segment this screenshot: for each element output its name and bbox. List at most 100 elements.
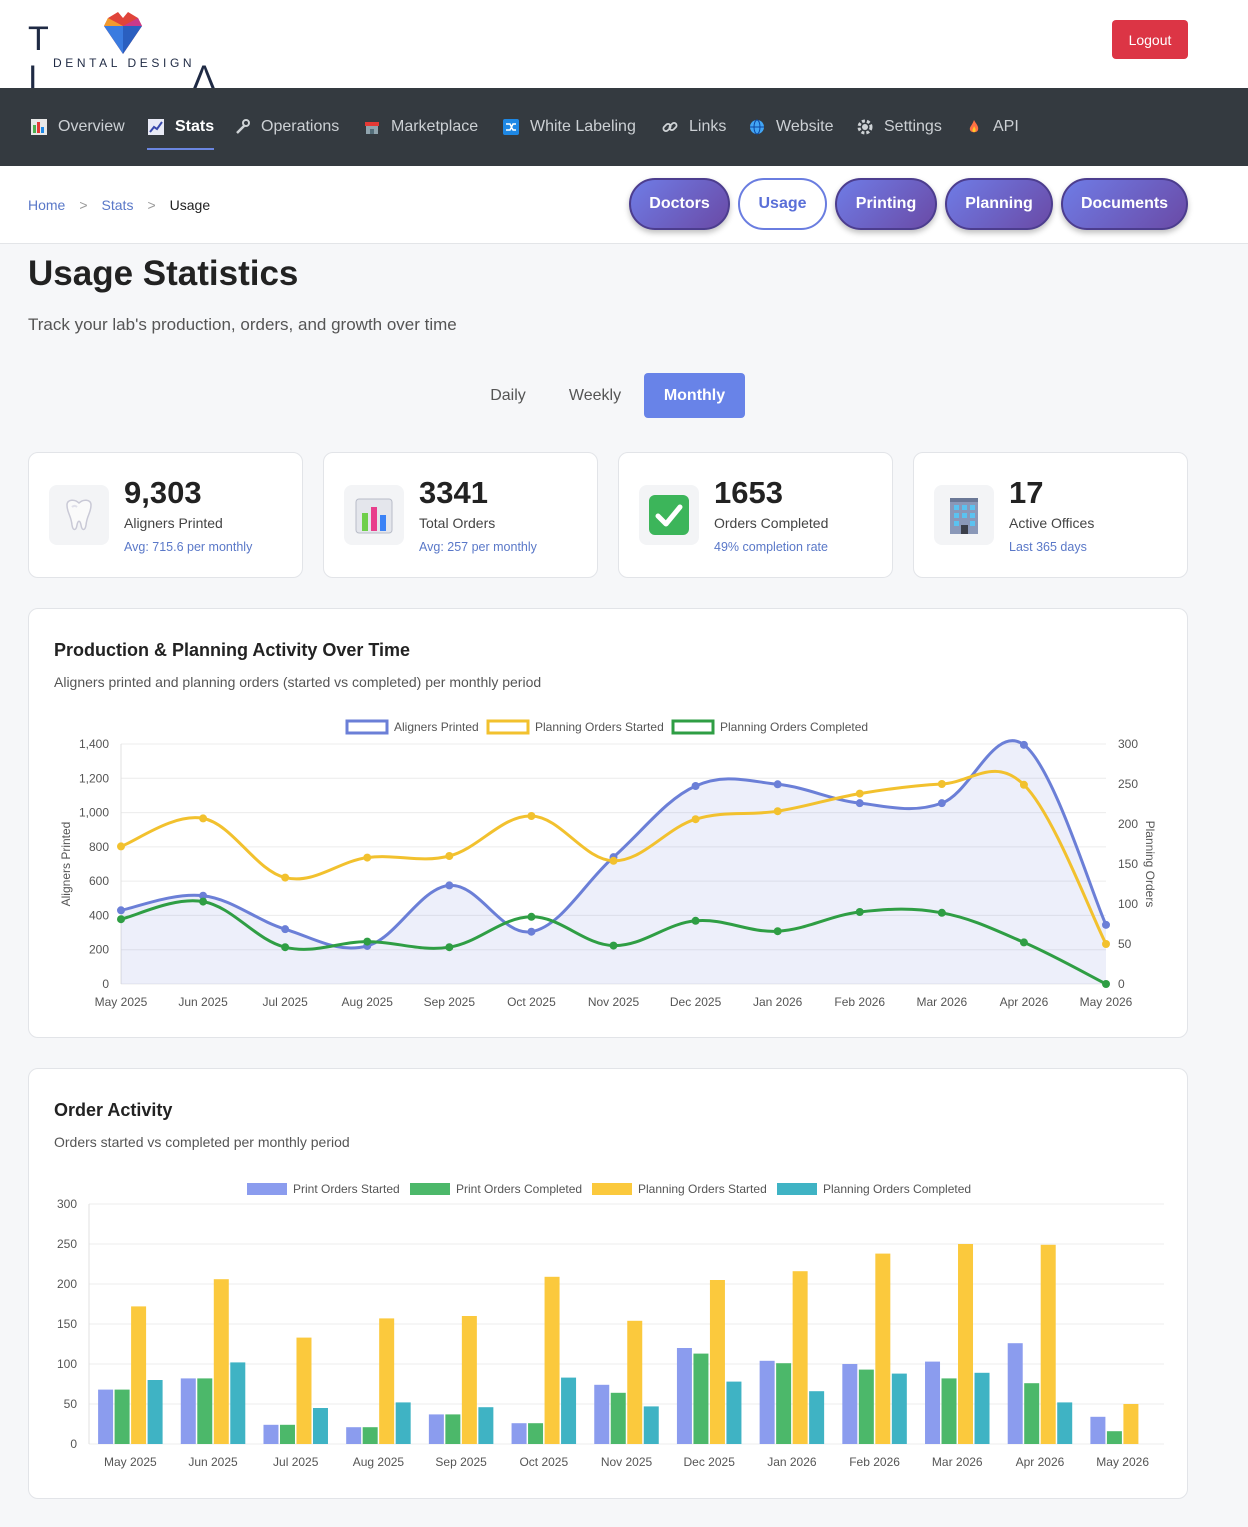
bar [875, 1253, 891, 1444]
bar [759, 1360, 775, 1444]
x-tick-label: Oct 2025 [519, 1455, 568, 1469]
nav-item-website[interactable]: Website [748, 88, 834, 166]
production-line-chart: 0 200 400 600 800 1,000 1,200 1,400 0 50 100 150 200… [59, 719, 1157, 1009]
period-weekly-button[interactable]: Weekly [568, 386, 622, 404]
bar [213, 1279, 229, 1444]
stat-label: Aligners Printed [124, 515, 223, 531]
store-icon [363, 118, 381, 136]
globe-icon [748, 118, 766, 136]
y-tick-label: 800 [89, 840, 109, 854]
link-icon [661, 118, 679, 136]
x-tick-label: Aug 2025 [353, 1455, 405, 1469]
data-point [773, 807, 782, 816]
nav-item-operations[interactable]: Operations [233, 88, 339, 166]
logo[interactable]: T I Λ N DENTAL DESIGN [28, 12, 238, 136]
tab-usage[interactable]: Usage [738, 178, 827, 230]
chart-title: Production & Planning Activity Over Time [54, 640, 411, 660]
period-monthly-button[interactable]: Monthly [644, 373, 745, 418]
y-tick-label: 0 [70, 1437, 77, 1451]
breadcrumb-current: Usage [169, 197, 211, 213]
stat-subtext: 49% completion rate [714, 540, 828, 554]
data-point [199, 891, 208, 900]
legend-label: Planning Orders Completed [720, 720, 868, 734]
nav-item-white-labeling[interactable]: White Labeling [502, 88, 636, 166]
y-tick-label: 250 [57, 1237, 77, 1251]
bar [974, 1372, 990, 1444]
bar [726, 1381, 742, 1444]
data-point [117, 915, 125, 924]
bar [627, 1320, 643, 1444]
bar [925, 1361, 941, 1444]
nav-item-links[interactable]: Links [661, 88, 726, 166]
data-point [363, 937, 372, 946]
period-daily-button[interactable]: Daily [490, 386, 526, 404]
legend-label: Print Orders Started [293, 1182, 400, 1196]
bar [1007, 1343, 1023, 1444]
nav-item-api[interactable]: API [965, 88, 1019, 166]
legend-label: Print Orders Completed [456, 1182, 582, 1196]
data-point [281, 943, 290, 952]
stat-card-active-offices: 17 Active Offices Last 365 days [913, 452, 1188, 578]
x-tick-label: Feb 2026 [849, 1455, 900, 1469]
x-tick-label: Jan 2026 [753, 995, 803, 1009]
page-subtitle: Track your lab's production, orders, and… [28, 315, 457, 334]
data-point [773, 780, 782, 789]
y-tick-label: 200 [89, 943, 109, 957]
nav-item-settings[interactable]: Settings [856, 88, 942, 166]
bar [296, 1337, 312, 1444]
data-point [527, 812, 536, 820]
breadcrumb-home[interactable]: Home [28, 197, 66, 213]
data-point [117, 906, 125, 915]
bar [395, 1402, 411, 1444]
y2-tick-label: 200 [1118, 817, 1138, 831]
data-point [855, 789, 864, 798]
data-point [609, 856, 618, 865]
data-point [117, 842, 125, 851]
data-point [199, 897, 208, 906]
y-tick-label: 50 [64, 1397, 78, 1411]
legend-swatch [592, 1183, 632, 1195]
data-point [199, 814, 208, 823]
chart-title: Order Activity [54, 1100, 173, 1120]
y-axis-label: Aligners Printed [59, 822, 73, 907]
tab-printing[interactable]: Printing [835, 178, 937, 230]
y-tick-label: 100 [57, 1357, 77, 1371]
data-point [937, 780, 946, 788]
tab-planning[interactable]: Planning [945, 178, 1053, 230]
x-tick-label: Feb 2026 [834, 995, 885, 1009]
x-tick-label: Jul 2025 [262, 995, 308, 1009]
y-tick-label: 400 [89, 908, 109, 922]
tab-doctors[interactable]: Doctors [629, 178, 730, 230]
nav-item-stats[interactable]: Stats [147, 88, 215, 166]
shuffle-icon [502, 118, 520, 136]
x-tick-label: Jun 2025 [188, 1455, 238, 1469]
bar [362, 1427, 378, 1444]
nav-item-label: API [993, 118, 1019, 135]
bar [114, 1389, 130, 1444]
x-tick-label: Sep 2025 [435, 1455, 487, 1469]
x-tick-label: Mar 2026 [916, 995, 967, 1009]
line-chart-icon [147, 118, 165, 136]
legend-label: Planning Orders Started [638, 1182, 767, 1196]
bar [891, 1373, 907, 1444]
y2-tick-label: 250 [1118, 777, 1138, 791]
x-tick-label: Nov 2025 [601, 1455, 653, 1469]
tab-documents[interactable]: Documents [1061, 178, 1188, 230]
x-tick-label: Aug 2025 [342, 995, 394, 1009]
bar [180, 1378, 196, 1444]
nav-item-overview[interactable]: Overview [30, 88, 125, 166]
breadcrumb-stats[interactable]: Stats [101, 197, 134, 213]
logout-button[interactable]: Logout [1112, 20, 1188, 59]
nav-item-marketplace[interactable]: Marketplace [363, 88, 478, 166]
x-tick-label: Dec 2025 [670, 995, 722, 1009]
y-tick-label: 600 [89, 874, 109, 888]
x-tick-label: May 2025 [104, 1455, 157, 1469]
y-tick-label: 1,400 [79, 737, 109, 751]
bar [809, 1391, 825, 1444]
data-point [1019, 938, 1028, 947]
bar [1123, 1404, 1139, 1444]
nav-item-label: Overview [58, 118, 125, 135]
bar [776, 1363, 792, 1444]
legend-swatch [410, 1183, 450, 1195]
bar [98, 1389, 114, 1444]
